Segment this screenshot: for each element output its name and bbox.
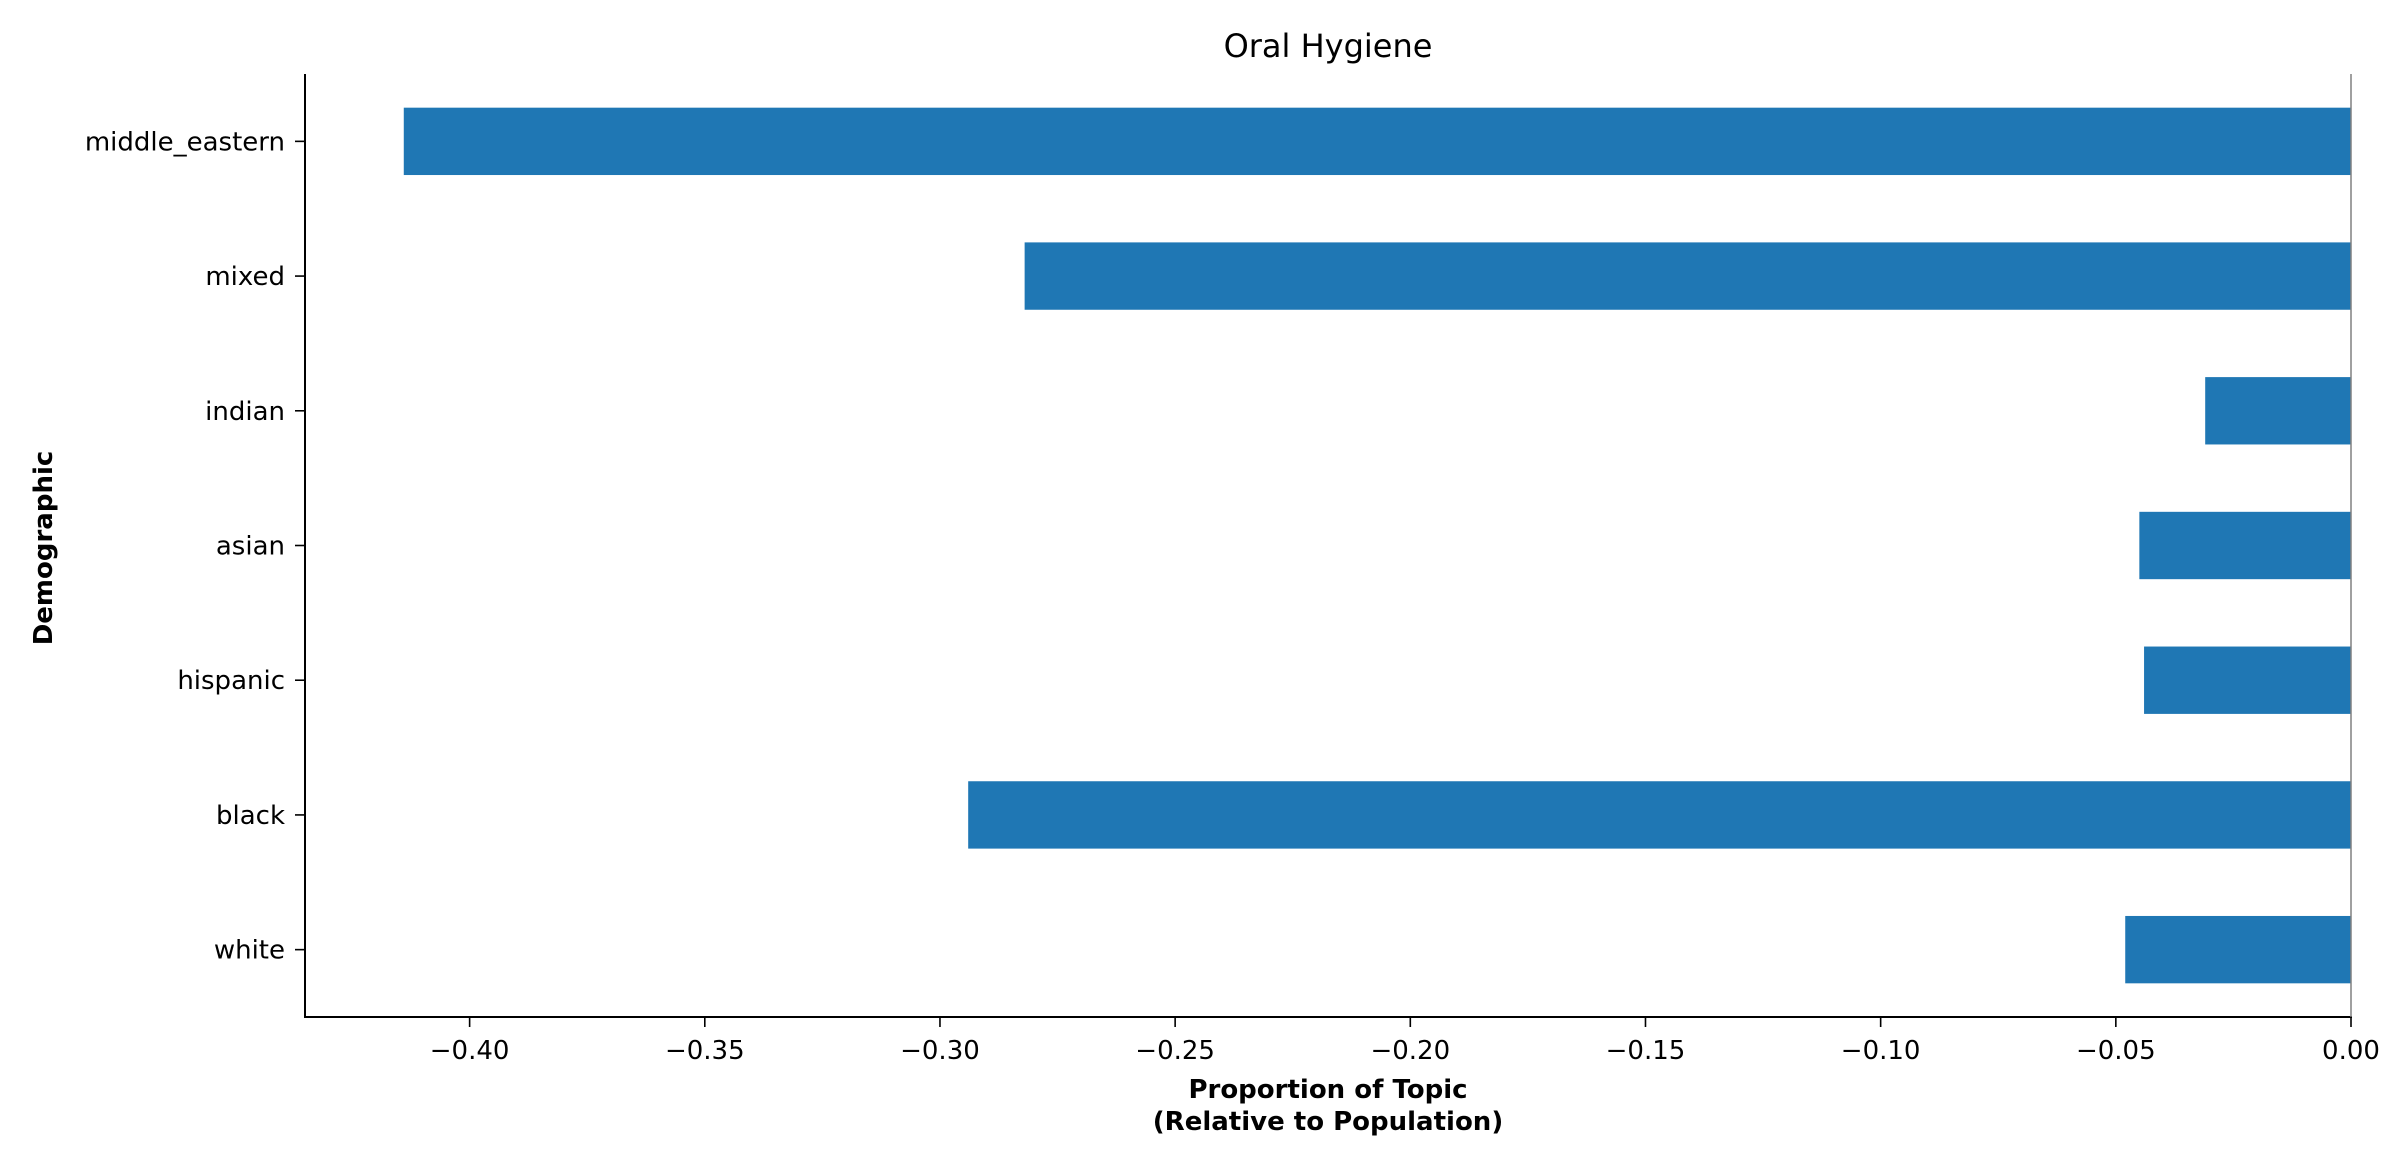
y-tick-label: mixed (205, 262, 285, 292)
x-axis-label-line1: Proportion of Topic (1188, 1075, 1467, 1105)
x-tick-label: −0.05 (2076, 1036, 2156, 1066)
bar-mixed (1024, 242, 2351, 310)
x-tick-label: −0.40 (430, 1036, 510, 1066)
x-ticks-group: −0.40 −0.35 −0.30 −0.25 −0.20 −0.15 −0.10 −0.05… (430, 1017, 2380, 1066)
y-tick-label: black (216, 801, 285, 831)
x-tick-label: −0.35 (665, 1036, 745, 1066)
y-tick-label: indian (205, 397, 285, 427)
bar-indian (2205, 377, 2351, 445)
x-axis-label-line2: (Relative to Population) (1153, 1107, 1503, 1137)
bars-group (403, 107, 2351, 984)
x-tick-label: −0.30 (900, 1036, 980, 1066)
y-tick-label: asian (216, 532, 285, 562)
x-tick-label: −0.15 (1606, 1036, 1686, 1066)
y-axis-label: Demographic (29, 451, 59, 646)
bar-asian (2139, 511, 2351, 580)
y-tick-label: hispanic (177, 666, 285, 696)
bar-hispanic (2144, 646, 2351, 714)
bar-black (968, 781, 2351, 849)
bar-white (2125, 915, 2351, 984)
x-tick-label: −0.20 (1370, 1036, 1450, 1066)
chart-title: Oral Hygiene (1224, 27, 1433, 65)
x-tick-label: −0.10 (1841, 1036, 1921, 1066)
y-tick-label: middle_eastern (85, 127, 285, 157)
bar-middle_eastern (403, 107, 2351, 176)
y-tick-label: white (214, 936, 285, 966)
x-tick-label: 0.00 (2322, 1036, 2380, 1066)
x-tick-label: −0.25 (1135, 1036, 1215, 1066)
